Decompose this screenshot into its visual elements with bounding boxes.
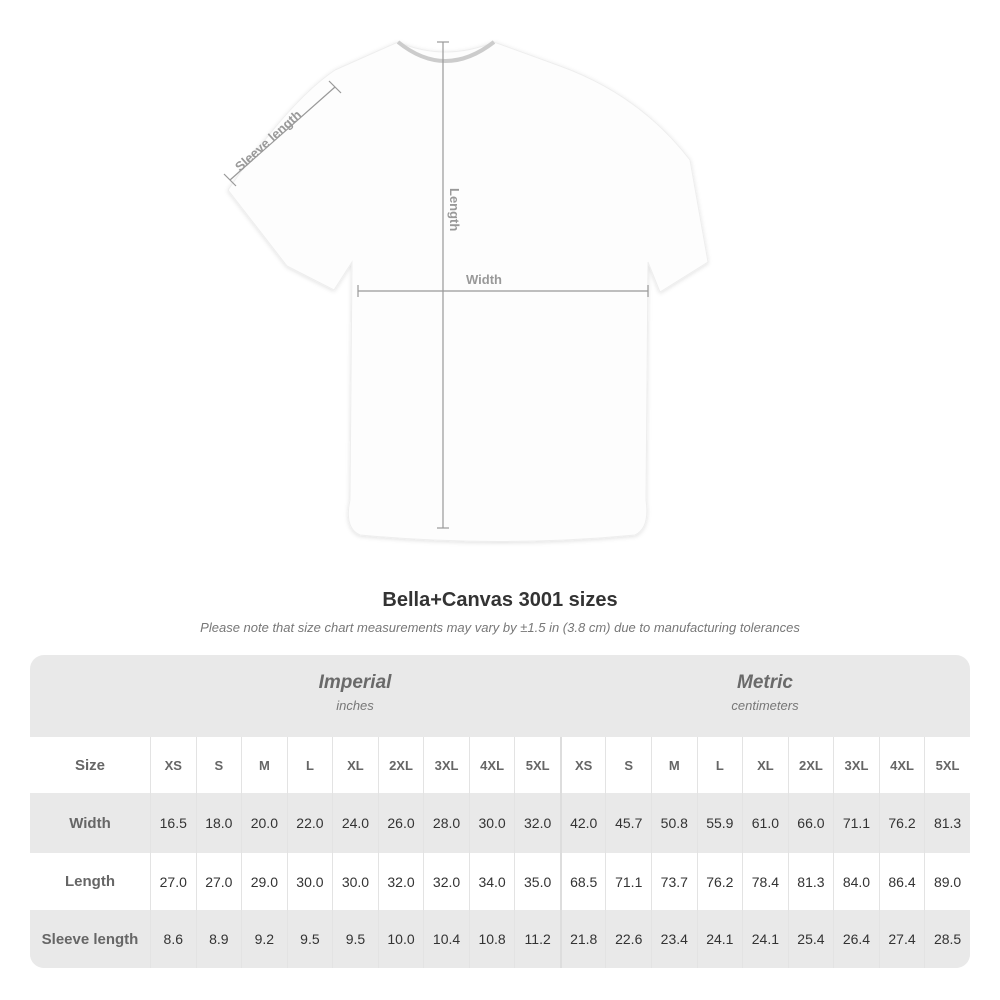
metric-group-header: Metric centimeters xyxy=(560,655,970,737)
metric-size-2xl: 2XL xyxy=(787,737,834,793)
imperial-value-cell: 22.0 xyxy=(286,793,333,853)
metric-value-cell: 42.0 xyxy=(559,793,606,853)
metric-title: Metric xyxy=(737,672,793,693)
imperial-value-cell: 30.0 xyxy=(468,793,515,853)
metric-value-cell: 81.3 xyxy=(787,853,834,910)
metric-value-cell: 25.4 xyxy=(787,910,834,968)
metric-size-4xl: 4XL xyxy=(878,737,925,793)
tshirt-diagram: Sleeve length Length Width xyxy=(223,40,709,542)
metric-value-cell: 76.2 xyxy=(696,853,743,910)
imperial-value-cell: 16.5 xyxy=(150,793,196,853)
imperial-value-cell: 32.0 xyxy=(514,793,560,853)
metric-value-cell: 66.0 xyxy=(787,793,834,853)
metric-value-cell: 89.0 xyxy=(924,853,970,910)
metric-value-cell: 21.8 xyxy=(559,910,606,968)
tshirt-shape xyxy=(227,41,709,542)
metric-value-cell: 24.1 xyxy=(696,910,743,968)
imperial-value-cell: 28.0 xyxy=(423,793,469,853)
metric-size-m: M xyxy=(651,737,697,793)
imperial-group-header: Imperial inches xyxy=(150,655,560,737)
imperial-size-xl: XL xyxy=(332,737,378,793)
row-label: Sleeve length xyxy=(41,930,139,948)
metric-unit: centimeters xyxy=(731,698,799,713)
imperial-value-cell: 9.5 xyxy=(286,910,333,968)
imperial-value-cell: 27.0 xyxy=(150,853,196,910)
imperial-value-cell: 10.4 xyxy=(423,910,469,968)
metric-value-cell: 50.8 xyxy=(651,793,697,853)
metric-size-xl: XL xyxy=(742,737,788,793)
row-label: Width xyxy=(69,814,111,832)
metric-size-s: S xyxy=(605,737,651,793)
imperial-size-3xl: 3XL xyxy=(423,737,469,793)
metric-value-cell: 61.0 xyxy=(742,793,788,853)
collar xyxy=(396,40,496,63)
metric-value-cell: 24.1 xyxy=(742,910,788,968)
table-row: Length 27.0 27.0 29.0 30.0 30.0 32.0 32.0 34.0 35… xyxy=(30,853,970,910)
metric-size-3xl: 3XL xyxy=(833,737,879,793)
metric-value-cell: 71.1 xyxy=(605,853,651,910)
imperial-value-cell: 10.0 xyxy=(377,910,424,968)
imperial-value-cell: 18.0 xyxy=(195,793,242,853)
imperial-value-cell: 27.0 xyxy=(195,853,242,910)
table-row: Sleeve length 8.6 8.9 9.2 9.5 9.5 10.0 10.4 10.8… xyxy=(30,910,970,968)
metric-value-cell: 22.6 xyxy=(605,910,651,968)
metric-value-cell: 27.4 xyxy=(878,910,925,968)
imperial-title: Imperial xyxy=(318,672,392,693)
tolerance-note: Please note that size chart measurements… xyxy=(200,620,800,635)
metric-size-xs: XS xyxy=(559,737,606,793)
sleeve-measure-line xyxy=(229,86,336,181)
imperial-value-cell: 34.0 xyxy=(468,853,515,910)
imperial-value-cell: 24.0 xyxy=(332,793,378,853)
imperial-size-xs: XS xyxy=(150,737,196,793)
imperial-value-cell: 10.8 xyxy=(468,910,515,968)
row-label: Length xyxy=(65,873,115,890)
imperial-size-m: M xyxy=(241,737,287,793)
imperial-value-cell: 30.0 xyxy=(332,853,378,910)
imperial-value-cell: 35.0 xyxy=(514,853,560,910)
imperial-size-s: S xyxy=(195,737,242,793)
metric-value-cell: 45.7 xyxy=(605,793,651,853)
imperial-size-5xl: 5XL xyxy=(514,737,560,793)
size-header-row: Size XS S M L XL 2XL 3XL 4XL 5XL XS S M L XL 2XL 3XL 4XL 5… xyxy=(30,737,970,793)
imperial-value-cell: 20.0 xyxy=(241,793,287,853)
metric-value-cell: 86.4 xyxy=(878,853,925,910)
imperial-size-2xl: 2XL xyxy=(377,737,424,793)
size-header-label: Size xyxy=(74,756,105,774)
imperial-size-4xl: 4XL xyxy=(468,737,515,793)
metric-value-cell: 84.0 xyxy=(833,853,879,910)
length-label: Length xyxy=(447,188,462,231)
imperial-value-cell: 32.0 xyxy=(423,853,469,910)
metric-value-cell: 71.1 xyxy=(833,793,879,853)
imperial-value-cell: 9.5 xyxy=(332,910,378,968)
table-row: Width 16.5 18.0 20.0 22.0 24.0 26.0 28.0 30.0 32.… xyxy=(30,793,970,853)
metric-value-cell: 55.9 xyxy=(696,793,743,853)
page-title: Bella+Canvas 3001 sizes xyxy=(382,589,618,611)
size-table: Imperial inches Metric centimeters Size X… xyxy=(30,655,970,968)
imperial-size-l: L xyxy=(286,737,333,793)
metric-value-cell: 81.3 xyxy=(924,793,970,853)
imperial-value-cell: 9.2 xyxy=(241,910,287,968)
imperial-value-cell: 8.9 xyxy=(195,910,242,968)
imperial-value-cell: 8.6 xyxy=(150,910,196,968)
metric-value-cell: 78.4 xyxy=(742,853,788,910)
metric-value-cell: 26.4 xyxy=(833,910,879,968)
metric-value-cell: 68.5 xyxy=(559,853,606,910)
imperial-value-cell: 26.0 xyxy=(377,793,424,853)
metric-value-cell: 28.5 xyxy=(924,910,970,968)
imperial-value-cell: 11.2 xyxy=(514,910,560,968)
width-label: Width xyxy=(466,272,502,287)
metric-size-l: L xyxy=(696,737,743,793)
imperial-value-cell: 29.0 xyxy=(241,853,287,910)
metric-size-5xl: 5XL xyxy=(924,737,970,793)
imperial-value-cell: 30.0 xyxy=(286,853,333,910)
metric-value-cell: 23.4 xyxy=(651,910,697,968)
metric-value-cell: 76.2 xyxy=(878,793,925,853)
imperial-unit: inches xyxy=(336,698,374,713)
metric-value-cell: 73.7 xyxy=(651,853,697,910)
imperial-value-cell: 32.0 xyxy=(377,853,424,910)
